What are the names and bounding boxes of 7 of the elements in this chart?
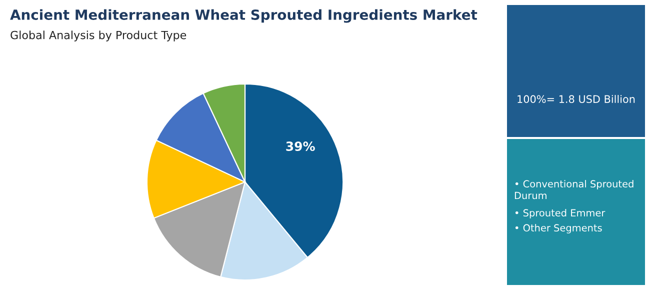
text: • Conventional Sprouted Durum [514,180,634,200]
chart-title: Ancient Mediterranean Wheat Sprouted Ingredients Market [10,9,478,23]
text: 100%= 1.8 USD Billion [518,94,635,104]
text: • Sprouted Emmer [515,209,606,218]
chart-subtitle: Global Analysis by Product Type [10,30,186,42]
text: • Other Segments [515,224,602,234]
data-label: 39% [286,142,315,151]
